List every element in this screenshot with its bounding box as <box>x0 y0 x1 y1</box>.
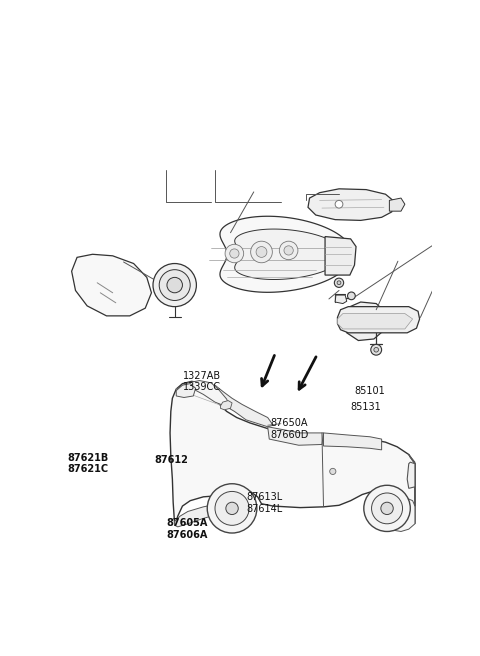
Circle shape <box>348 292 355 300</box>
Polygon shape <box>220 216 352 293</box>
Polygon shape <box>337 314 413 329</box>
Polygon shape <box>335 295 347 304</box>
Polygon shape <box>389 198 405 211</box>
Polygon shape <box>345 302 387 340</box>
Circle shape <box>371 344 382 355</box>
Polygon shape <box>176 384 196 398</box>
Polygon shape <box>407 462 415 488</box>
Text: 85131: 85131 <box>350 402 381 412</box>
Circle shape <box>226 502 238 514</box>
Polygon shape <box>175 505 215 527</box>
Text: 87621B
87621C: 87621B 87621C <box>67 453 108 474</box>
Polygon shape <box>176 380 230 408</box>
Circle shape <box>372 493 403 523</box>
Circle shape <box>230 249 239 258</box>
Circle shape <box>364 485 410 531</box>
Polygon shape <box>235 229 343 279</box>
Circle shape <box>215 491 249 525</box>
Circle shape <box>335 200 343 208</box>
Circle shape <box>153 264 196 306</box>
Circle shape <box>279 241 298 260</box>
Circle shape <box>374 348 379 352</box>
Circle shape <box>225 244 244 263</box>
Text: 1327AB
1339CC: 1327AB 1339CC <box>183 371 221 392</box>
Polygon shape <box>325 237 356 275</box>
Text: 87605A
87606A: 87605A 87606A <box>166 518 207 540</box>
Polygon shape <box>268 427 324 445</box>
Circle shape <box>251 241 272 263</box>
Circle shape <box>330 468 336 474</box>
Text: 87650A
87660D: 87650A 87660D <box>270 418 309 440</box>
Circle shape <box>284 246 293 255</box>
Polygon shape <box>170 381 415 525</box>
Circle shape <box>256 247 267 257</box>
Circle shape <box>207 483 257 533</box>
Text: 85101: 85101 <box>354 386 384 396</box>
Polygon shape <box>72 255 152 316</box>
Circle shape <box>335 278 344 287</box>
Circle shape <box>159 270 190 300</box>
Polygon shape <box>220 401 232 410</box>
Circle shape <box>337 281 341 285</box>
Polygon shape <box>384 455 415 531</box>
Polygon shape <box>324 433 382 450</box>
Polygon shape <box>211 385 273 427</box>
Circle shape <box>381 502 393 514</box>
Circle shape <box>167 277 182 293</box>
Text: 87613L
87614L: 87613L 87614L <box>246 492 282 514</box>
Polygon shape <box>337 306 420 333</box>
Polygon shape <box>308 189 395 220</box>
Text: 87612: 87612 <box>155 455 189 465</box>
